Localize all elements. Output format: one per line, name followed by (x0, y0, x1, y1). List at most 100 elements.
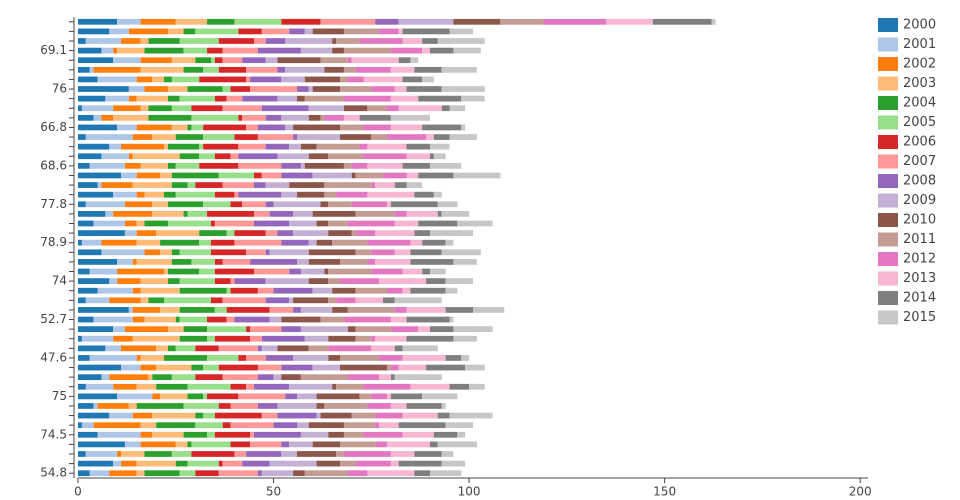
bar-segment (195, 422, 223, 429)
bar-segment (199, 162, 239, 169)
bar-segment (277, 153, 309, 160)
bar-segment (78, 374, 102, 381)
bar-segment (78, 403, 94, 409)
bar-segment (414, 451, 442, 457)
bar-segment (124, 230, 137, 236)
bar-segment (371, 335, 376, 342)
bar-segment (97, 287, 133, 294)
bar-segment (199, 268, 215, 275)
bar-segment (453, 326, 493, 333)
bar-segment (78, 124, 118, 131)
bar-segment (113, 460, 122, 467)
bar-segment (167, 86, 188, 92)
bar-segment (261, 28, 290, 35)
bar-segment (199, 230, 227, 236)
bar-segment (78, 268, 90, 275)
bar-segment (230, 153, 239, 160)
bar-segment (347, 326, 356, 333)
bar-segment (144, 220, 168, 227)
y-tick-label: 47.6 (40, 350, 67, 364)
bar-segment (418, 220, 458, 227)
bar-segment (203, 124, 247, 131)
bar-segment (453, 335, 477, 342)
bar-segment (273, 201, 321, 208)
bar-segment (78, 153, 102, 160)
bar-segment (332, 307, 348, 313)
bar-segment (113, 47, 118, 54)
bar-segment (117, 47, 145, 54)
bar-segment (78, 431, 98, 438)
bar-segment (375, 412, 403, 419)
bar-segment (308, 239, 317, 246)
bar-segment (453, 18, 501, 25)
bar-segment (136, 230, 157, 236)
bar-segment (242, 114, 266, 121)
bar-segment (152, 76, 165, 83)
bar-segment (332, 38, 337, 44)
bar-segment (136, 403, 184, 409)
bar-segment (453, 259, 477, 265)
bar-segment (81, 422, 94, 429)
bar-segment (179, 95, 215, 102)
bar-segment (461, 355, 470, 361)
bar-segment (218, 403, 231, 409)
bar-segment (117, 393, 153, 400)
bar-segment (343, 28, 380, 35)
bar-segment (156, 383, 188, 390)
bar-segment (390, 201, 438, 208)
bar-segment (277, 345, 309, 352)
bar-segment (297, 422, 309, 429)
bar-segment (363, 153, 407, 160)
bar-segment (402, 76, 423, 83)
bar-segment (113, 335, 133, 342)
bar-segment (160, 239, 200, 246)
bar-segment (297, 95, 305, 102)
bar-segment (89, 66, 94, 73)
bar-segment (167, 220, 211, 227)
bar-segment (89, 470, 110, 477)
bar-segment (222, 422, 231, 429)
bar-segment (175, 345, 196, 352)
bar-segment (183, 431, 208, 438)
y-tick-label: 74.5 (40, 427, 67, 441)
bar-segment (367, 143, 407, 150)
legend-swatch (878, 96, 898, 110)
bar-segment (394, 297, 442, 304)
bar-segment (300, 326, 348, 333)
bar-segment (128, 403, 137, 409)
bar-segment (269, 249, 309, 256)
bar-segment (109, 374, 149, 381)
bar-segment (281, 364, 313, 371)
bar-segment (238, 28, 262, 35)
bar-segment (402, 345, 438, 352)
bar-segment (78, 47, 102, 54)
bar-segment (406, 172, 419, 179)
bar-segment (429, 162, 462, 169)
bar-segment (105, 211, 114, 217)
bar-segment (281, 239, 309, 246)
bar-segment (78, 451, 86, 457)
bar-segment (136, 95, 168, 102)
bar-segment (199, 153, 215, 160)
bar-segment (261, 470, 294, 477)
legend-swatch (878, 154, 898, 169)
bar-segment (289, 182, 325, 188)
bar-segment (277, 412, 317, 419)
bar-segment (218, 66, 247, 73)
bar-segment (171, 249, 180, 256)
bar-segment (250, 86, 298, 92)
bar-segment (230, 278, 235, 284)
bar-segment (132, 287, 141, 294)
bar-segment (113, 114, 149, 121)
bar-segment (261, 105, 309, 112)
bar-segment (183, 211, 188, 217)
bar-segment (246, 451, 282, 457)
bar-segment (441, 451, 454, 457)
bar-segment (269, 316, 282, 323)
bar-segment (167, 278, 180, 284)
bar-segment (253, 383, 290, 390)
bar-segment (328, 297, 337, 304)
bar-segment (78, 57, 114, 64)
bar-segment (222, 297, 266, 304)
y-tick-label: 77.8 (40, 197, 67, 211)
